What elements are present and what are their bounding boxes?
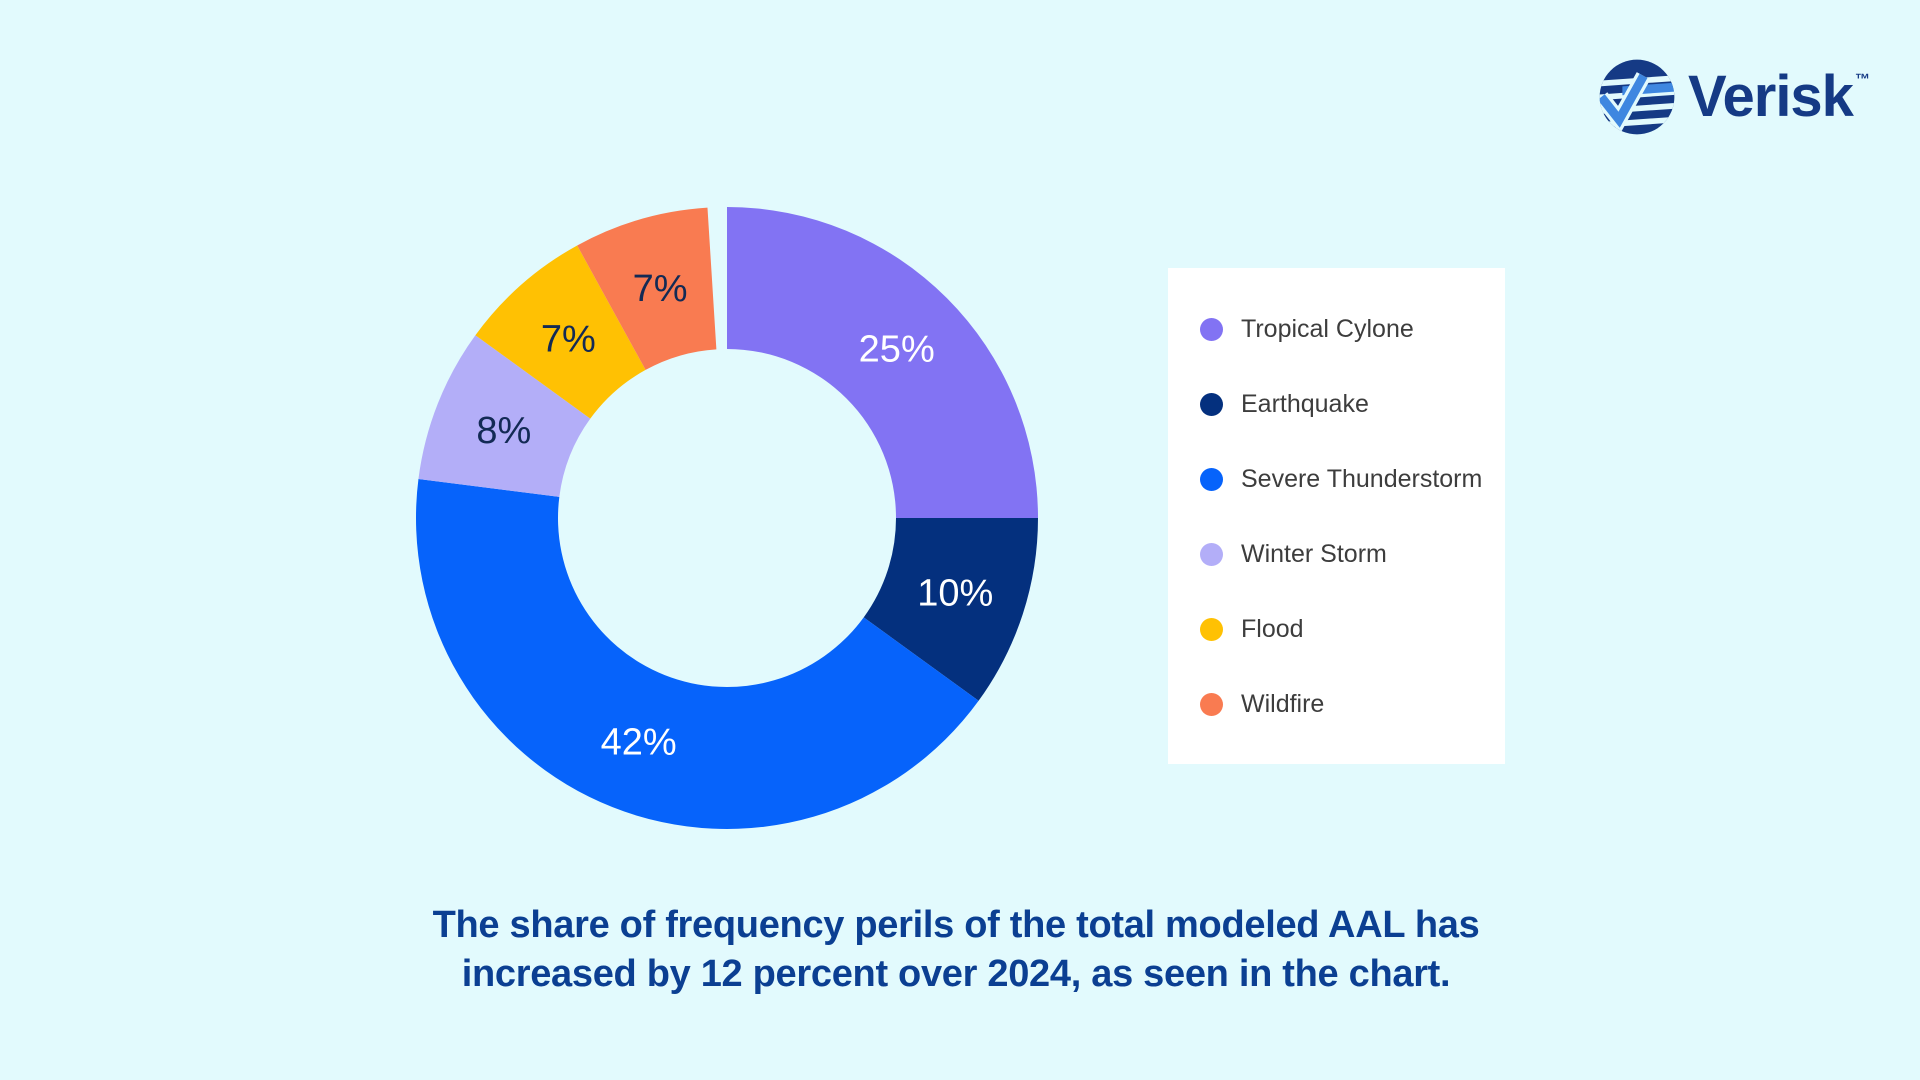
legend-swatch-icon bbox=[1200, 543, 1223, 566]
donut-segment-severe-thunderstorm bbox=[416, 479, 979, 830]
donut-segment-wildfire bbox=[577, 207, 717, 370]
segment-label-flood: 7% bbox=[541, 318, 596, 360]
legend-label: Winter Storm bbox=[1241, 540, 1387, 568]
legend-label: Wildfire bbox=[1241, 690, 1325, 718]
legend-label: Flood bbox=[1241, 615, 1304, 643]
legend-item-earthquake: Earthquake bbox=[1200, 367, 1505, 442]
legend-label: Earthquake bbox=[1241, 390, 1369, 418]
legend-label: Tropical Cylone bbox=[1241, 315, 1414, 343]
legend-label: Severe Thunderstorm bbox=[1241, 465, 1483, 493]
legend-item-winter-storm: Winter Storm bbox=[1200, 517, 1505, 592]
donut-segment-winter-storm bbox=[418, 335, 591, 497]
trademark-symbol: ™ bbox=[1854, 71, 1870, 88]
legend-swatch-icon bbox=[1200, 693, 1223, 716]
legend-card: Tropical Cylone Earthquake Severe Thunders… bbox=[1168, 268, 1505, 764]
donut-segment-earthquake bbox=[863, 518, 1038, 701]
legend-swatch-icon bbox=[1200, 393, 1223, 416]
legend-swatch-icon bbox=[1200, 468, 1223, 491]
caption-line-2: increased by 12 percent over 2024, as se… bbox=[461, 953, 1451, 996]
segment-label-earthquake: 10% bbox=[917, 572, 993, 614]
caption-line-1: The share of frequency perils of the tot… bbox=[432, 904, 1480, 946]
segment-label-severe-thunderstorm: 42% bbox=[601, 721, 677, 763]
verisk-logo: Verisk ™ bbox=[1598, 58, 1870, 136]
brand-name: Verisk bbox=[1688, 64, 1854, 129]
segment-label-tropical-cylone: 25% bbox=[859, 329, 935, 371]
legend-swatch-icon bbox=[1200, 618, 1223, 641]
legend-item-tropical-cylone: Tropical Cylone bbox=[1200, 292, 1505, 367]
chart-caption: The share of frequency perils of the tot… bbox=[0, 901, 1912, 1000]
legend-item-severe-thunderstorm: Severe Thunderstorm bbox=[1200, 442, 1505, 517]
legend-item-flood: Flood bbox=[1200, 592, 1505, 667]
legend-item-wildfire: Wildfire bbox=[1200, 667, 1505, 742]
verisk-emblem-icon bbox=[1599, 59, 1675, 135]
donut-segment-tropical-cylone bbox=[727, 207, 1038, 518]
segment-label-wildfire: 7% bbox=[633, 268, 688, 310]
brand-wordmark: Verisk ™ bbox=[1688, 68, 1870, 126]
segment-label-winter-storm: 8% bbox=[476, 410, 531, 452]
legend-swatch-icon bbox=[1200, 318, 1223, 341]
donut-segment-flood bbox=[475, 245, 646, 419]
